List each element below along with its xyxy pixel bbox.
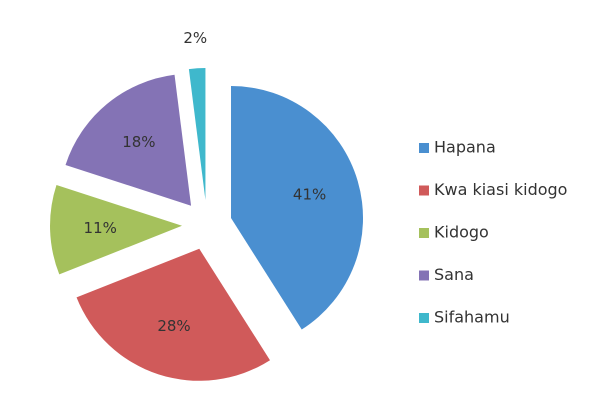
legend-swatch bbox=[419, 270, 429, 281]
data-label: 28% bbox=[157, 317, 190, 335]
legend-label: Sifahamu bbox=[434, 308, 510, 327]
pie-slice bbox=[50, 184, 183, 275]
legend-swatch bbox=[419, 143, 429, 153]
data-label: 11% bbox=[84, 219, 117, 237]
pie-slice bbox=[188, 68, 206, 201]
legend-swatch bbox=[419, 228, 429, 238]
data-label: 41% bbox=[293, 186, 326, 204]
data-label: 18% bbox=[122, 133, 155, 151]
pie-slice bbox=[231, 86, 364, 330]
legend-label: Kwa kiasi kidogo bbox=[434, 180, 567, 199]
legend-swatch bbox=[419, 313, 429, 323]
data-label: 2% bbox=[183, 29, 207, 47]
pie-slice bbox=[65, 74, 192, 206]
legend-label: Sana bbox=[434, 265, 474, 284]
legend-swatch bbox=[419, 185, 429, 196]
legend-label: Kidogo bbox=[434, 223, 489, 242]
legend-label: Hapana bbox=[434, 138, 496, 157]
pie-slice bbox=[76, 248, 271, 381]
